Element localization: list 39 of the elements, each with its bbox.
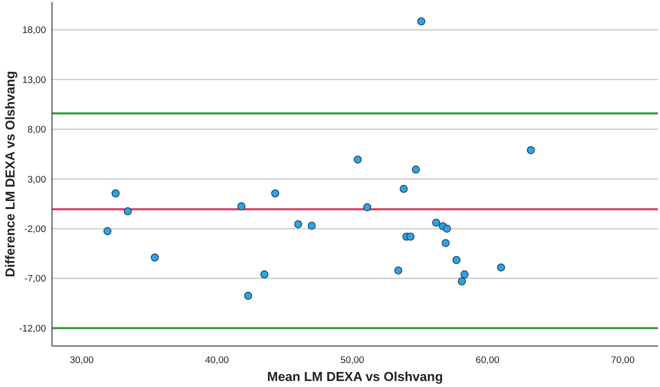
point xyxy=(237,202,246,210)
point xyxy=(260,270,268,278)
x-tick-label: 50,00 xyxy=(340,355,364,366)
point xyxy=(497,263,506,272)
point xyxy=(354,156,362,164)
y-axis-title: Difference LM DEXA vs Olshvang xyxy=(2,70,18,278)
point xyxy=(442,224,451,233)
point xyxy=(526,146,535,154)
y-tick-label: 3,00 xyxy=(28,174,46,186)
point xyxy=(271,189,280,198)
point xyxy=(406,232,414,241)
point xyxy=(363,203,372,212)
point xyxy=(458,277,466,286)
point xyxy=(460,270,469,278)
x-tick-label: 40,00 xyxy=(205,355,229,366)
point xyxy=(400,184,408,193)
point xyxy=(150,254,159,262)
point xyxy=(417,17,426,26)
point xyxy=(412,166,420,174)
point xyxy=(244,292,252,300)
x-tick-label: 60,00 xyxy=(476,355,500,366)
point xyxy=(394,266,402,274)
y-tick-label: -12,00 xyxy=(19,323,46,334)
point xyxy=(112,189,120,198)
y-tick-label: 13,00 xyxy=(22,74,46,86)
y-tick-label: -2,00 xyxy=(24,224,46,236)
point xyxy=(452,256,460,264)
point xyxy=(308,222,316,230)
point xyxy=(432,218,440,227)
x-axis-title: Mean LM DEXA vs Olshvang xyxy=(267,369,443,384)
y-tick-label: 18,00 xyxy=(22,25,46,36)
point xyxy=(442,239,450,248)
y-tick-label: -7,00 xyxy=(24,274,46,285)
point xyxy=(294,220,302,228)
point xyxy=(124,207,132,216)
x-tick-label: 70,00 xyxy=(610,355,635,366)
point xyxy=(103,227,112,236)
x-tick-label: 30,00 xyxy=(70,355,94,366)
y-tick-label: 8,00 xyxy=(28,124,46,136)
